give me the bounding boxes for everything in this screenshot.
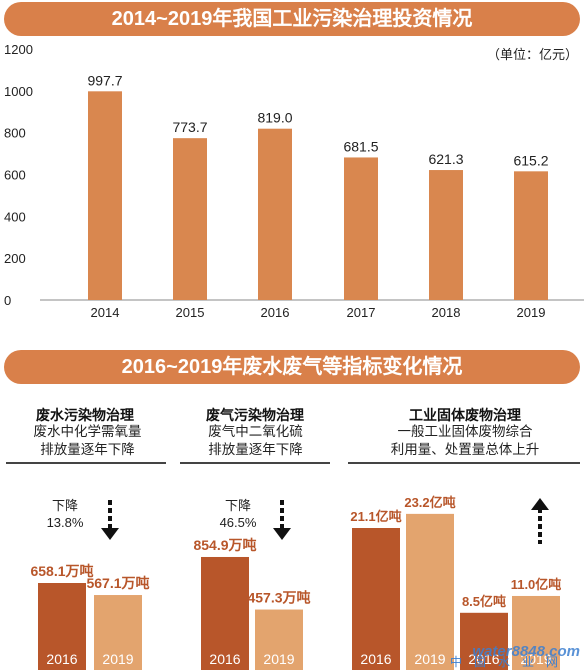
x-tick-label: 2018 xyxy=(432,305,461,320)
y-tick-label: 1000 xyxy=(4,84,33,99)
bar-year-label: 2016 xyxy=(209,651,240,667)
bar-2016 xyxy=(352,528,400,670)
bar-2015 xyxy=(173,138,207,300)
bar-2016 xyxy=(201,556,249,670)
bar-year-label: 2019 xyxy=(263,651,294,667)
change-label-line: 下降 xyxy=(224,498,251,513)
bar-value-label: 11.0亿吨 xyxy=(511,577,562,592)
unit-label: （单位：亿元） xyxy=(486,47,578,62)
y-tick-label: 0 xyxy=(4,293,11,308)
bar-2019 xyxy=(255,609,303,670)
change-label-line: 下降 xyxy=(51,498,78,513)
bar-year-label: 2016 xyxy=(360,651,391,667)
y-tick-label: 600 xyxy=(4,168,26,183)
change-label-line: 13.8% xyxy=(46,515,84,530)
bar-value-label: 21.1亿吨 xyxy=(350,509,401,524)
panel-divider xyxy=(180,462,330,464)
bottom-chart-title: 2016~2019年废水废气等指标变化情况 xyxy=(4,350,580,384)
panel-title-exhaust: 废气污染物治理 xyxy=(206,407,304,423)
bar-2014 xyxy=(88,91,122,300)
panel-desc-exhaust: 废气中二氧化硫 排放量逐年下降 xyxy=(173,423,338,459)
bar-value-label: 681.5 xyxy=(343,138,378,154)
x-tick-label: 2017 xyxy=(347,305,376,320)
y-tick-label: 800 xyxy=(4,126,26,141)
panel-desc-line: 排放量逐年下降 xyxy=(208,442,303,457)
bar-year-label: 2019 xyxy=(414,651,445,667)
x-tick-label: 2014 xyxy=(91,305,120,320)
panel-divider xyxy=(348,462,580,464)
bar-2016 xyxy=(38,583,86,670)
bar-value-label: 23.2亿吨 xyxy=(404,495,455,510)
up-arrow-icon xyxy=(531,498,549,544)
bar-2018 xyxy=(429,170,463,300)
bar-value-label: 819.0 xyxy=(257,110,292,126)
bar-2016 xyxy=(258,128,292,300)
bar-year-label: 2019 xyxy=(102,651,133,667)
panel-desc-solid-waste: 一般工业固体废物综合 利用量、处置量总体上升 xyxy=(360,423,570,459)
bar-2019 xyxy=(514,171,548,300)
bar-value-label: 457.3万吨 xyxy=(247,590,310,606)
y-tick-label: 200 xyxy=(4,251,26,266)
bar-value-label: 997.7 xyxy=(87,72,122,88)
panel-desc-line: 一般工业固体废物综合 xyxy=(397,424,533,439)
change-label-line: 46.5% xyxy=(219,515,257,530)
x-tick-label: 2019 xyxy=(517,305,546,320)
bar-value-label: 854.9万吨 xyxy=(193,537,256,553)
investment-bar-chart: 0 200 400 600 800 1000 1200 997.7 2014 773.7 2015 8… xyxy=(4,42,584,320)
bar-value-label: 615.2 xyxy=(513,152,548,168)
panel-divider xyxy=(6,462,166,464)
watermark-sub: 中国水业网 xyxy=(449,655,570,669)
watermark-logo: water8848.com xyxy=(472,643,580,660)
bar-value-label: 658.1万吨 xyxy=(30,563,93,579)
bar-year-label: 2016 xyxy=(46,651,77,667)
panel-desc-line: 废水中化学需氧量 xyxy=(33,424,142,439)
panel-title-solid-waste: 工业固体废物治理 xyxy=(409,407,521,423)
panel-desc-line: 利用量、处置量总体上升 xyxy=(390,442,540,457)
y-tick-label: 1200 xyxy=(4,42,33,57)
panel-desc-wastewater: 废水中化学需氧量 排放量逐年下降 xyxy=(5,423,170,459)
x-tick-label: 2015 xyxy=(176,305,205,320)
panel-desc-line: 排放量逐年下降 xyxy=(40,442,135,457)
bar-2017 xyxy=(344,157,378,300)
bar-value-label: 773.7 xyxy=(172,119,207,135)
bar-value-label: 567.1万吨 xyxy=(86,575,149,591)
top-chart-title: 2014~2019年我国工业污染治理投资情况 xyxy=(4,2,580,36)
y-tick-label: 400 xyxy=(4,209,26,224)
panel-title-wastewater: 废水污染物治理 xyxy=(36,407,134,423)
bar-2019 xyxy=(406,513,454,670)
panel-desc-line: 废气中二氧化硫 xyxy=(208,424,303,439)
change-label-wastewater: 下降 13.8% xyxy=(20,497,110,531)
change-label-exhaust: 下降 46.5% xyxy=(193,497,283,531)
bar-value-label: 621.3 xyxy=(428,151,463,167)
bar-2019 xyxy=(94,595,142,670)
bar-value-label: 8.5亿吨 xyxy=(462,594,506,609)
x-tick-label: 2016 xyxy=(261,305,290,320)
